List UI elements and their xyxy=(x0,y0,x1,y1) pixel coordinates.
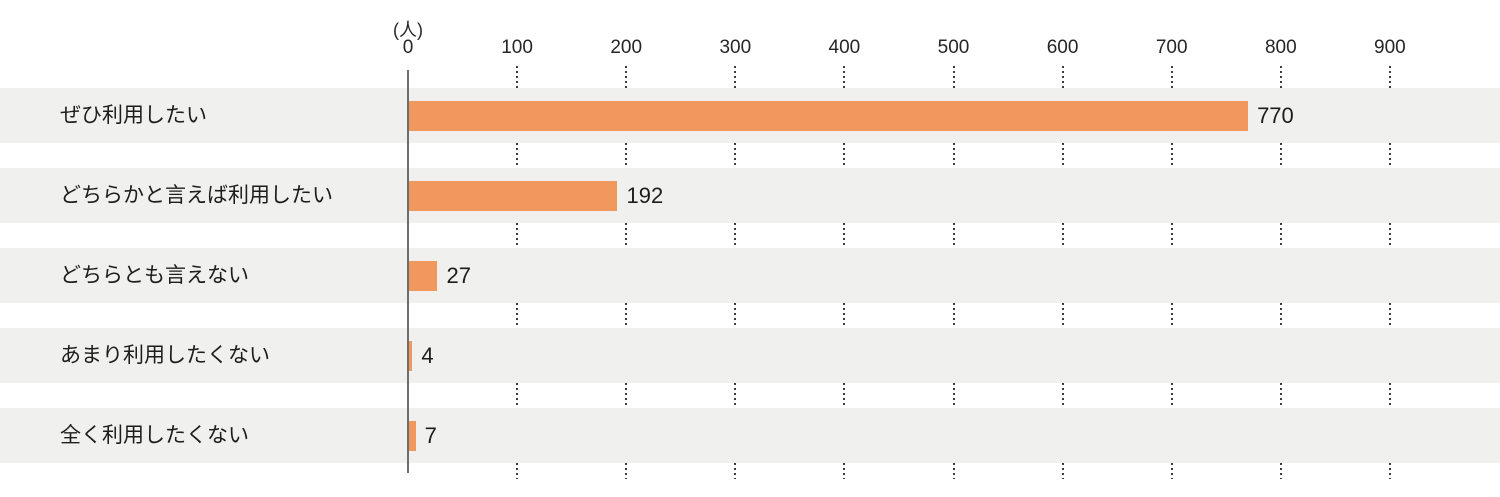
grid-dots xyxy=(1388,383,1391,408)
grid-dots xyxy=(952,463,955,479)
category-band xyxy=(0,248,1500,303)
grid-dots xyxy=(1061,66,1064,88)
grid-dots xyxy=(625,66,628,88)
x-tick-label: 800 xyxy=(1264,37,1297,58)
grid-dots xyxy=(1170,383,1173,408)
value-label: 7 xyxy=(424,423,437,448)
grid-dots xyxy=(516,383,519,408)
value-label: 27 xyxy=(446,263,471,288)
grid-dots xyxy=(1061,223,1064,248)
grid-dots xyxy=(1061,383,1064,408)
grid-dots xyxy=(843,303,846,328)
category-band xyxy=(0,168,1500,223)
grid-dots xyxy=(625,463,628,479)
grid-dots xyxy=(1279,463,1282,479)
x-tick-label: 500 xyxy=(937,37,970,58)
grid-dots xyxy=(625,143,628,168)
category-label: 全く利用したくない xyxy=(60,424,249,447)
grid-dots xyxy=(1279,66,1282,88)
grid-dots xyxy=(1170,463,1173,479)
grid-dots xyxy=(1388,66,1391,88)
grid-dots xyxy=(516,223,519,248)
x-tick-label: 100 xyxy=(501,37,533,58)
category-label: どちらかと言えば利用したい xyxy=(60,184,333,207)
grid-dots xyxy=(1061,463,1064,479)
category-band xyxy=(0,328,1500,383)
x-tick-label: 900 xyxy=(1374,37,1406,58)
grid-dots xyxy=(1061,303,1064,328)
grid-dots xyxy=(1388,223,1391,248)
grid-dots xyxy=(625,223,628,248)
value-label: 4 xyxy=(421,343,434,368)
x-tick-label: 700 xyxy=(1155,37,1188,58)
value-label: 192 xyxy=(626,183,664,208)
bar xyxy=(408,180,618,211)
grid-dots xyxy=(1170,66,1173,88)
grid-dots xyxy=(1170,143,1173,168)
grid-dots xyxy=(734,223,737,248)
grid-dots xyxy=(843,463,846,479)
grid-dots xyxy=(516,66,519,88)
grid-dots xyxy=(516,303,519,328)
grid-dots xyxy=(952,303,955,328)
y-axis-line xyxy=(407,70,409,473)
category-label: ぜひ利用したい xyxy=(60,104,207,127)
grid-dots xyxy=(843,383,846,408)
grid-dots xyxy=(952,223,955,248)
bar xyxy=(408,340,413,371)
grid-dots xyxy=(734,463,737,479)
grid-dots xyxy=(1388,303,1391,328)
bar xyxy=(408,260,438,291)
grid-dots xyxy=(625,303,628,328)
bar xyxy=(408,100,1249,131)
grid-dots xyxy=(1061,143,1064,168)
grid-dots xyxy=(516,463,519,479)
category-band xyxy=(0,408,1500,463)
grid-dots xyxy=(1279,143,1282,168)
grid-dots xyxy=(843,223,846,248)
grid-dots xyxy=(952,383,955,408)
category-label: どちらとも言えない xyxy=(60,264,249,287)
grid-dots xyxy=(1388,143,1391,168)
grid-dots xyxy=(1388,463,1391,479)
x-tick-label: 0 xyxy=(402,37,414,58)
grid-dots xyxy=(625,383,628,408)
x-tick-label: 400 xyxy=(828,37,861,58)
grid-dots xyxy=(734,303,737,328)
grid-dots xyxy=(843,66,846,88)
bar xyxy=(408,420,416,451)
grid-dots xyxy=(952,66,955,88)
x-tick-label: 300 xyxy=(719,37,752,58)
axis-unit-label: (人) xyxy=(393,20,423,40)
value-label: 770 xyxy=(1257,103,1294,128)
x-tick-label: 600 xyxy=(1046,37,1079,58)
grid-dots xyxy=(734,143,737,168)
grid-dots xyxy=(1170,223,1173,248)
grid-dots xyxy=(734,66,737,88)
grid-dots xyxy=(1170,303,1173,328)
grid-dots xyxy=(843,143,846,168)
category-label: あまり利用したくない xyxy=(60,344,270,367)
grid-dots xyxy=(1279,383,1282,408)
grid-dots xyxy=(1279,223,1282,248)
grid-dots xyxy=(516,143,519,168)
grid-dots xyxy=(734,383,737,408)
x-tick-label: 200 xyxy=(610,37,643,58)
grid-dots xyxy=(1279,303,1282,328)
grid-dots xyxy=(952,143,955,168)
